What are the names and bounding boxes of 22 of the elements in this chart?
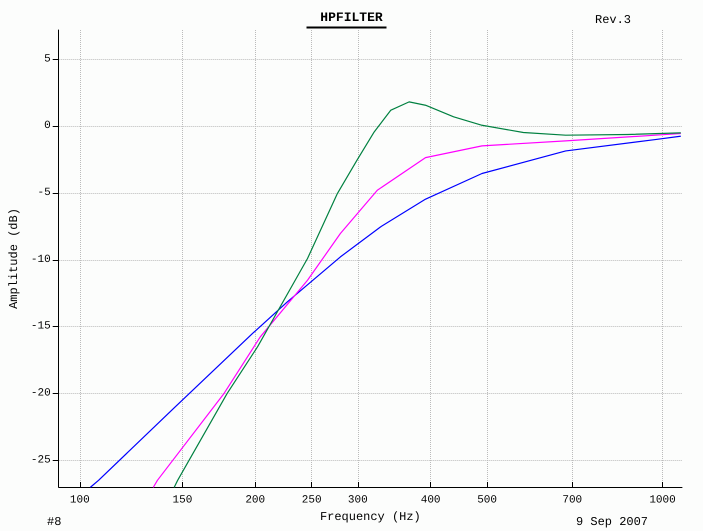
y-tick-label: -20: [30, 387, 51, 400]
x-tick-label: 150: [172, 494, 192, 506]
x-tick-label: 100: [70, 494, 90, 506]
x-tick-label: 700: [562, 494, 582, 506]
x-tick-label: 500: [477, 494, 498, 506]
y-tick-label: 5: [44, 53, 51, 66]
y-tick-label: -25: [30, 454, 51, 466]
text: Rev.3: [594, 13, 632, 27]
x-tick-label: 300: [348, 494, 368, 506]
y-tick-label: -5: [38, 187, 51, 200]
chart-title: HPFILTER: [320, 10, 383, 25]
y-tick-label: -10: [30, 254, 51, 266]
y-axis-title: Amplitude (dB): [7, 208, 21, 309]
x-tick-label: 400: [420, 494, 441, 506]
y-tick-label: 0: [44, 120, 51, 132]
x-tick-label: 250: [302, 494, 322, 506]
x-axis-title: Frequency (Hz): [320, 510, 421, 524]
x-tick-label: 200: [245, 494, 266, 506]
y-tick-label: -15: [30, 320, 51, 333]
text: 9 Sep 2007: [576, 515, 648, 529]
text: #8: [47, 515, 62, 529]
x-tick-label: 1000: [649, 494, 676, 506]
